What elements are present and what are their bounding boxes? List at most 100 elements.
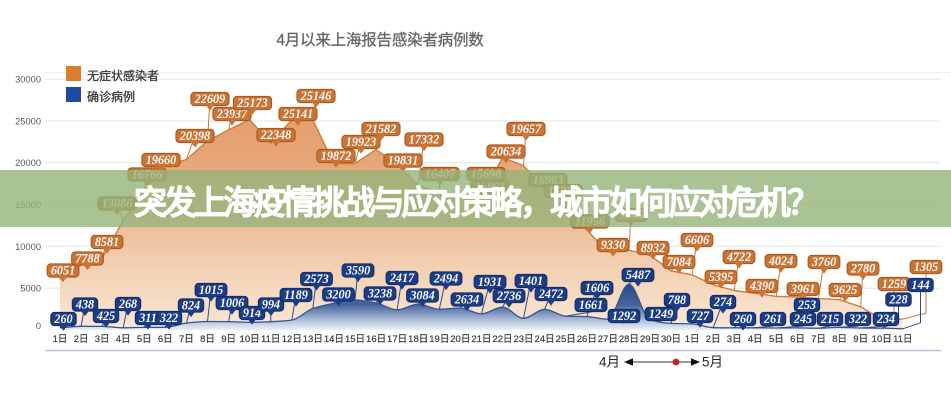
svg-text:234: 234 [876, 312, 895, 326]
svg-text:1292: 1292 [612, 309, 636, 323]
svg-text:22609: 22609 [194, 92, 225, 106]
svg-text:14日: 14日 [324, 334, 344, 345]
svg-text:19660: 19660 [146, 153, 176, 167]
svg-text:18日: 18日 [408, 334, 428, 345]
svg-text:27日: 27日 [598, 334, 618, 345]
svg-text:11日: 11日 [893, 334, 912, 345]
svg-text:25141: 25141 [282, 107, 313, 121]
svg-text:17日: 17日 [387, 334, 407, 345]
svg-text:215: 215 [820, 312, 839, 326]
svg-text:10日: 10日 [240, 334, 260, 345]
svg-text:1189: 1189 [284, 288, 308, 302]
svg-text:1931: 1931 [478, 275, 502, 289]
svg-text:5487: 5487 [626, 268, 651, 282]
svg-text:8日: 8日 [832, 334, 847, 345]
svg-text:1661: 1661 [579, 298, 603, 312]
svg-text:3200: 3200 [325, 288, 350, 302]
svg-text:8日: 8日 [200, 334, 215, 345]
svg-text:19657: 19657 [511, 122, 542, 136]
svg-text:4日: 4日 [116, 334, 131, 345]
svg-text:3日: 3日 [95, 334, 110, 345]
svg-text:253: 253 [797, 298, 816, 312]
svg-text:260: 260 [733, 312, 752, 326]
svg-text:9日: 9日 [853, 334, 868, 345]
svg-text:245: 245 [793, 312, 812, 326]
svg-text:28日: 28日 [619, 334, 639, 345]
svg-text:268: 268 [118, 297, 137, 311]
svg-text:322: 322 [848, 312, 867, 326]
svg-text:3590: 3590 [345, 264, 370, 278]
svg-text:3238: 3238 [367, 287, 392, 301]
svg-text:2417: 2417 [389, 271, 415, 285]
svg-text:438: 438 [75, 298, 94, 312]
svg-text:3625: 3625 [832, 283, 857, 297]
svg-text:7084: 7084 [667, 255, 691, 269]
svg-text:4月: 4月 [599, 355, 620, 370]
svg-text:29日: 29日 [640, 334, 660, 345]
svg-text:5395: 5395 [709, 270, 733, 284]
svg-text:25173: 25173 [236, 96, 267, 110]
svg-text:8932: 8932 [641, 241, 665, 255]
svg-text:6日: 6日 [790, 334, 805, 345]
svg-text:6606: 6606 [685, 233, 710, 247]
svg-text:3084: 3084 [409, 289, 434, 303]
svg-text:25日: 25日 [556, 334, 576, 345]
svg-text:23日: 23日 [513, 334, 533, 345]
svg-text:144: 144 [911, 278, 929, 292]
svg-text:3日: 3日 [727, 334, 742, 345]
svg-text:6051: 6051 [51, 264, 75, 278]
svg-text:13日: 13日 [303, 334, 323, 345]
svg-text:4722: 4722 [726, 250, 751, 264]
svg-text:19日: 19日 [429, 334, 449, 345]
svg-text:7日: 7日 [179, 334, 194, 345]
svg-text:6日: 6日 [158, 334, 173, 345]
svg-text:20000: 20000 [15, 158, 41, 168]
svg-text:1日: 1日 [53, 334, 68, 345]
svg-text:1259: 1259 [882, 277, 906, 291]
svg-text:4日: 4日 [748, 334, 763, 345]
svg-text:15日: 15日 [345, 334, 365, 345]
svg-text:17332: 17332 [409, 133, 439, 147]
svg-text:274: 274 [713, 295, 732, 309]
svg-text:3961: 3961 [790, 282, 815, 296]
svg-text:2634: 2634 [454, 293, 479, 307]
svg-text:914: 914 [243, 306, 261, 320]
svg-text:228: 228 [888, 293, 907, 307]
svg-text:11日: 11日 [261, 334, 280, 345]
svg-text:19923: 19923 [346, 135, 376, 149]
svg-text:0: 0 [36, 321, 41, 331]
svg-text:21日: 21日 [471, 334, 491, 345]
svg-text:1606: 1606 [585, 281, 610, 295]
svg-text:1305: 1305 [914, 260, 938, 274]
svg-text:425: 425 [96, 309, 115, 323]
svg-text:3760: 3760 [811, 255, 836, 269]
svg-text:30000: 30000 [15, 75, 41, 85]
svg-text:20398: 20398 [179, 129, 210, 143]
svg-text:2日: 2日 [706, 334, 721, 345]
svg-text:2573: 2573 [303, 272, 328, 286]
svg-text:5月: 5月 [702, 355, 723, 370]
svg-text:22348: 22348 [260, 128, 291, 142]
svg-text:9330: 9330 [601, 238, 625, 252]
svg-text:25146: 25146 [300, 89, 332, 103]
svg-text:5日: 5日 [769, 334, 784, 345]
svg-text:7788: 7788 [75, 252, 99, 266]
svg-text:2日: 2日 [74, 334, 89, 345]
svg-text:2472: 2472 [538, 287, 563, 301]
svg-text:1006: 1006 [220, 296, 245, 310]
svg-text:311: 311 [138, 311, 157, 325]
svg-text:261: 261 [763, 312, 782, 326]
svg-text:727: 727 [691, 309, 710, 323]
svg-text:16日: 16日 [366, 334, 386, 345]
svg-text:30日: 30日 [661, 334, 681, 345]
svg-text:9日: 9日 [221, 334, 236, 345]
svg-text:7日: 7日 [811, 334, 826, 345]
svg-text:824: 824 [182, 299, 200, 313]
svg-text:2736: 2736 [496, 289, 522, 303]
svg-text:5日: 5日 [137, 334, 152, 345]
svg-text:19872: 19872 [321, 149, 351, 163]
svg-text:1015: 1015 [199, 283, 223, 297]
svg-text:2494: 2494 [433, 272, 458, 286]
svg-text:26日: 26日 [577, 334, 597, 345]
svg-text:24日: 24日 [535, 334, 555, 345]
